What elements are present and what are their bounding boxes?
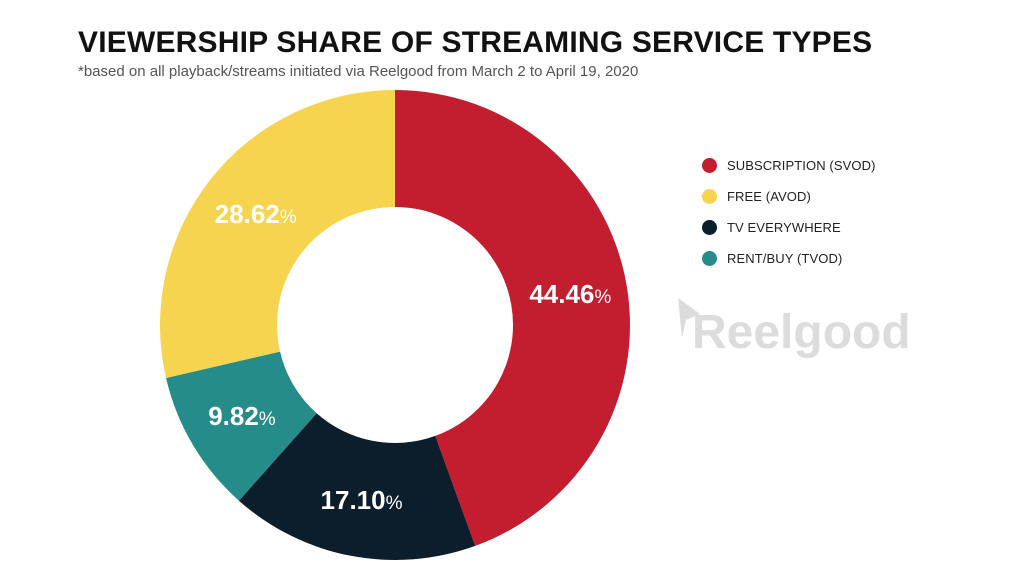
chart-legend: SUBSCRIPTION (SVOD) FREE (AVOD) TV EVERY… (702, 150, 876, 274)
slice-label-suffix-1: % (280, 207, 297, 228)
legend-swatch-tv-everywhere (702, 220, 717, 235)
slice-1 (159, 90, 395, 378)
legend-label-tv-everywhere: TV EVERYWHERE (727, 220, 841, 235)
slice-label-value-3: 9.82 (208, 401, 259, 431)
legend-item-tvod: RENT/BUY (TVOD) (702, 243, 876, 274)
donut-slices (159, 90, 630, 560)
legend-item-svod: SUBSCRIPTION (SVOD) (702, 150, 876, 181)
donut-slice-labels: 44.46%17.10%9.82%28.62% (208, 199, 611, 515)
slice-label-suffix-3: % (259, 409, 276, 430)
slice-label-value-1: 28.62 (215, 199, 280, 229)
chart-title: VIEWERSHIP SHARE OF STREAMING SERVICE TY… (78, 26, 873, 59)
legend-item-tv-everywhere: TV EVERYWHERE (702, 212, 876, 243)
legend-label-svod: SUBSCRIPTION (SVOD) (727, 158, 876, 173)
slice-label-suffix-0: % (594, 287, 611, 308)
slice-label-value-0: 44.46 (529, 279, 594, 309)
slice-label-1: 28.62% (215, 199, 297, 229)
slice-label-3: 9.82% (208, 401, 276, 431)
legend-label-tvod: RENT/BUY (TVOD) (727, 251, 843, 266)
slice-label-suffix-2: % (386, 493, 403, 514)
slice-3 (166, 351, 317, 501)
slice-0 (395, 90, 630, 546)
legend-swatch-avod (702, 189, 717, 204)
legend-item-avod: FREE (AVOD) (702, 181, 876, 212)
slice-2 (238, 413, 476, 560)
legend-label-avod: FREE (AVOD) (727, 189, 811, 204)
slice-label-2: 17.10% (321, 485, 403, 515)
legend-swatch-svod (702, 158, 717, 173)
slice-label-value-2: 17.10 (321, 485, 386, 515)
chart-subtitle: *based on all playback/streams initiated… (78, 63, 639, 80)
legend-swatch-tvod (702, 251, 717, 266)
slice-label-0: 44.46% (529, 279, 611, 309)
